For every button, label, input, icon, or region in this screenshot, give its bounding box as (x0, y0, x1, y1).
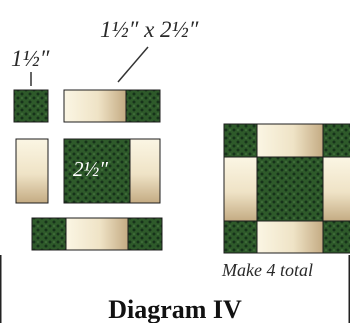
rectangle-leader-line (117, 46, 149, 83)
green-square-piece (127, 217, 163, 251)
make-total-note: Make 4 total (221, 260, 313, 280)
green-square-piece (223, 220, 258, 254)
green-square-piece (13, 89, 49, 123)
bottom-strip-unit (31, 217, 163, 251)
finished-block (223, 123, 350, 254)
cream-rectangle-piece-vertical (322, 156, 350, 222)
green-square-piece (223, 123, 258, 158)
small-square-size-label: 1½″ (11, 46, 50, 71)
cream-rectangle-piece-vertical (15, 138, 49, 204)
diagram-title: Diagram IV (108, 295, 242, 323)
cream-rectangle-piece (65, 217, 129, 251)
center-unit (63, 138, 161, 204)
top-rectangle-unit (63, 89, 161, 123)
cream-rectangle-piece-vertical (223, 156, 258, 222)
green-center-square (256, 156, 324, 222)
green-square-piece (322, 220, 350, 254)
cream-rectangle-piece-vertical (129, 138, 161, 204)
green-square-piece (322, 123, 350, 158)
center-square-size-label: 2½″ (73, 157, 108, 181)
cream-rectangle-piece (256, 123, 324, 158)
cream-rectangle-piece (63, 89, 127, 123)
green-square-piece (31, 217, 67, 251)
green-square-piece (125, 89, 161, 123)
cream-rectangle-piece (256, 220, 324, 254)
rectangle-size-label: 1½″ x 2½″ (100, 17, 199, 42)
